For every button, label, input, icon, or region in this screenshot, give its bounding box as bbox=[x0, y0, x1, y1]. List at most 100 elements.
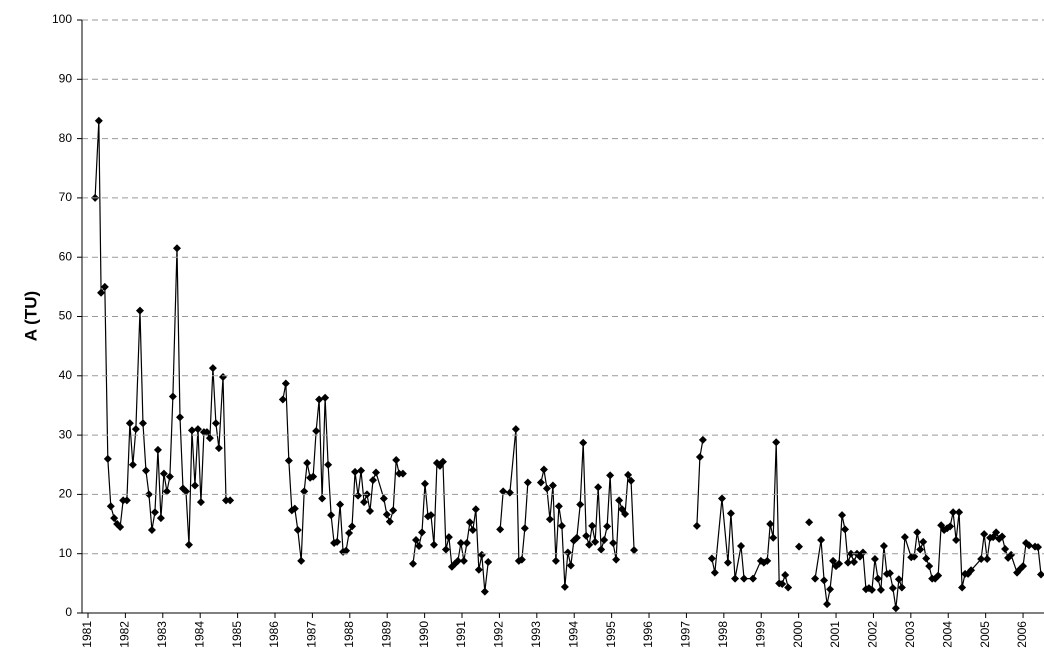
data-point bbox=[357, 466, 366, 475]
x-tick-label: 1985 bbox=[230, 621, 244, 648]
x-tick-label: 1988 bbox=[342, 621, 356, 648]
data-point bbox=[181, 487, 190, 496]
data-point bbox=[173, 244, 182, 253]
data-point bbox=[156, 514, 165, 523]
data-point bbox=[778, 579, 787, 588]
data-point bbox=[1019, 562, 1028, 571]
x-tick-label: 1981 bbox=[80, 621, 94, 648]
data-point bbox=[205, 434, 214, 443]
data-point bbox=[579, 438, 588, 447]
data-point bbox=[175, 413, 184, 422]
data-point bbox=[398, 469, 407, 478]
data-point bbox=[838, 511, 847, 520]
data-point bbox=[967, 566, 976, 575]
data-point bbox=[952, 536, 961, 545]
data-point bbox=[465, 518, 474, 527]
data-point bbox=[740, 574, 749, 583]
data-point bbox=[462, 539, 471, 548]
data-point bbox=[879, 541, 888, 550]
data-point bbox=[980, 530, 989, 539]
data-point bbox=[477, 550, 486, 559]
data-point bbox=[888, 584, 897, 593]
data-point bbox=[438, 457, 447, 466]
data-point bbox=[417, 528, 426, 537]
y-axis-label: A (TU) bbox=[21, 291, 40, 341]
x-tick-label: 2005 bbox=[978, 621, 992, 648]
x-tick-label: 2002 bbox=[866, 621, 880, 648]
series-line bbox=[282, 383, 403, 561]
data-point bbox=[805, 518, 814, 527]
x-tick-label: 1982 bbox=[118, 621, 132, 648]
data-point bbox=[219, 372, 228, 381]
data-point bbox=[382, 510, 391, 519]
y-tick-label: 90 bbox=[59, 71, 73, 85]
y-tick-label: 10 bbox=[59, 546, 73, 560]
data-point bbox=[222, 496, 231, 505]
data-point bbox=[925, 562, 934, 571]
data-point bbox=[187, 426, 196, 435]
data-point bbox=[1016, 565, 1025, 574]
data-point bbox=[379, 494, 388, 503]
data-point bbox=[826, 585, 835, 594]
data-point bbox=[795, 542, 804, 551]
data-point bbox=[456, 539, 465, 548]
data-point bbox=[588, 521, 597, 530]
data-point bbox=[309, 472, 318, 481]
data-point bbox=[138, 419, 147, 428]
data-point bbox=[453, 556, 462, 565]
data-point bbox=[572, 533, 581, 542]
data-point bbox=[891, 604, 900, 613]
data-point bbox=[125, 419, 134, 428]
data-point bbox=[184, 540, 193, 549]
data-point bbox=[342, 546, 351, 555]
data-point bbox=[737, 541, 746, 550]
y-tick-label: 70 bbox=[59, 190, 73, 204]
data-point bbox=[471, 505, 480, 514]
data-point bbox=[141, 466, 150, 475]
data-point bbox=[348, 522, 357, 531]
data-point bbox=[284, 456, 293, 465]
data-point bbox=[144, 490, 153, 499]
data-point bbox=[910, 552, 919, 561]
data-point bbox=[153, 445, 162, 454]
data-point bbox=[336, 500, 345, 509]
data-point bbox=[849, 558, 858, 567]
data-point bbox=[315, 395, 324, 404]
data-point bbox=[426, 511, 435, 520]
data-point bbox=[958, 583, 967, 592]
data-point bbox=[820, 576, 829, 585]
x-tick-label: 1991 bbox=[454, 621, 468, 648]
data-point bbox=[835, 559, 844, 568]
data-point bbox=[823, 600, 832, 609]
data-point bbox=[351, 467, 360, 476]
data-point bbox=[603, 522, 612, 531]
x-tick-label: 1990 bbox=[417, 621, 431, 648]
data-point bbox=[480, 587, 489, 596]
data-point bbox=[885, 569, 894, 578]
x-tick-label: 1987 bbox=[305, 621, 319, 648]
data-point bbox=[496, 525, 505, 534]
data-point bbox=[585, 540, 594, 549]
data-point bbox=[484, 558, 493, 567]
y-tick-label: 60 bbox=[59, 249, 73, 263]
x-tick-label: 1996 bbox=[641, 621, 655, 648]
data-point bbox=[441, 545, 450, 554]
data-point bbox=[420, 479, 429, 488]
data-point bbox=[998, 532, 1007, 541]
data-point bbox=[321, 393, 330, 402]
x-tick-label: 1995 bbox=[604, 621, 618, 648]
data-point bbox=[557, 521, 566, 530]
data-point bbox=[916, 545, 925, 554]
data-point bbox=[190, 481, 199, 490]
data-point bbox=[1001, 544, 1010, 553]
data-point bbox=[520, 524, 529, 533]
data-point bbox=[873, 574, 882, 583]
data-point bbox=[327, 511, 336, 520]
data-point bbox=[554, 502, 563, 511]
data-point bbox=[542, 484, 551, 493]
data-point bbox=[707, 554, 716, 563]
data-point bbox=[563, 548, 572, 557]
series-line bbox=[94, 120, 231, 545]
data-point bbox=[371, 468, 380, 477]
